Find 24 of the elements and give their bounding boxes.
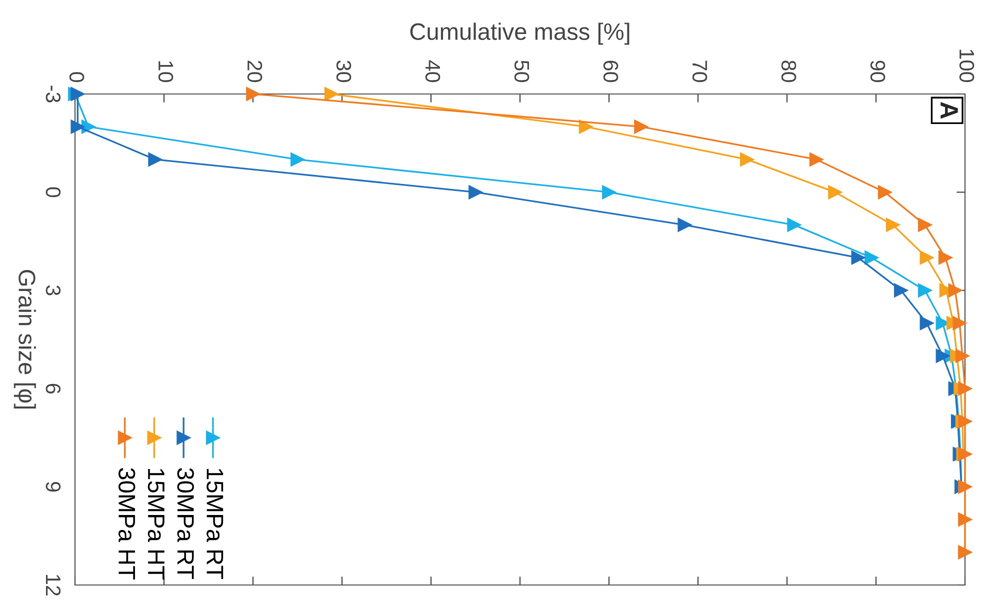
x-tick-label: 90 (870, 60, 886, 82)
x-tick-label: 10 (158, 61, 174, 82)
legend-label: 30MPa HT (118, 468, 136, 580)
x-tick-label: 60 (603, 60, 618, 82)
y-tick-label: 3 (46, 285, 61, 296)
legend-label: 15MPa RT (206, 468, 224, 580)
x-tick-label: 40 (425, 60, 440, 82)
x-tick-label: 0 (69, 72, 84, 82)
y-axis-title: Grain size [φ] (14, 270, 36, 408)
y-tick-label: 0 (46, 187, 61, 198)
x-tick-label: 70 (692, 60, 708, 82)
x-tick-label: 20 (247, 60, 262, 82)
x-tick-label: 100 (959, 50, 974, 82)
legend-label: 30MPa RT (177, 468, 194, 580)
y-tick-label: 6 (46, 384, 61, 394)
x-axis-title: Cumulative mass [%] (410, 22, 630, 45)
legend-label: 15MPa HT (148, 468, 164, 580)
x-tick-label: 50 (514, 60, 530, 82)
x-tick-label: 80 (781, 60, 796, 82)
annotation: A (940, 102, 958, 119)
y-tick-label: -3 (46, 86, 61, 102)
y-tick-label: 12 (46, 575, 61, 596)
x-tick-label: 30 (336, 60, 352, 82)
y-tick-label: 9 (46, 482, 61, 492)
